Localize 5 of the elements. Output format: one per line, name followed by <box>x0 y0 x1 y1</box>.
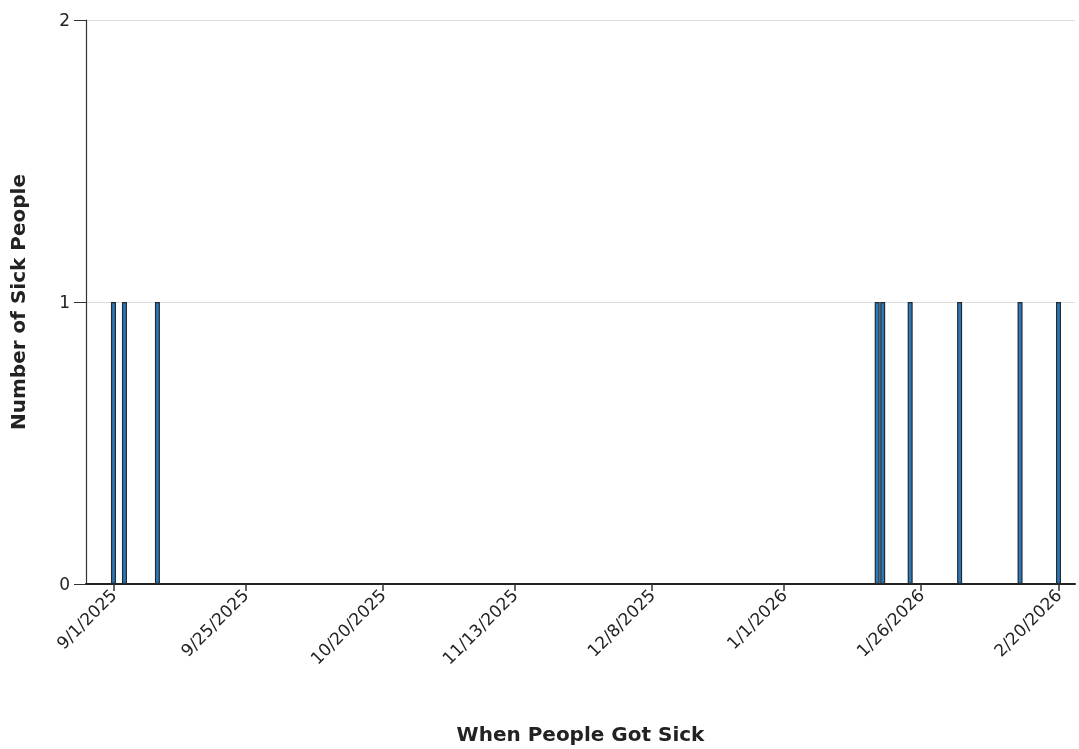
y-axis-title: Number of Sick People <box>6 173 30 431</box>
y-tick-label: 2 <box>59 10 70 30</box>
y-tick-label: 1 <box>59 292 70 312</box>
y-tick-label: 0 <box>59 574 70 594</box>
x-axis-title: When People Got Sick <box>456 722 706 746</box>
